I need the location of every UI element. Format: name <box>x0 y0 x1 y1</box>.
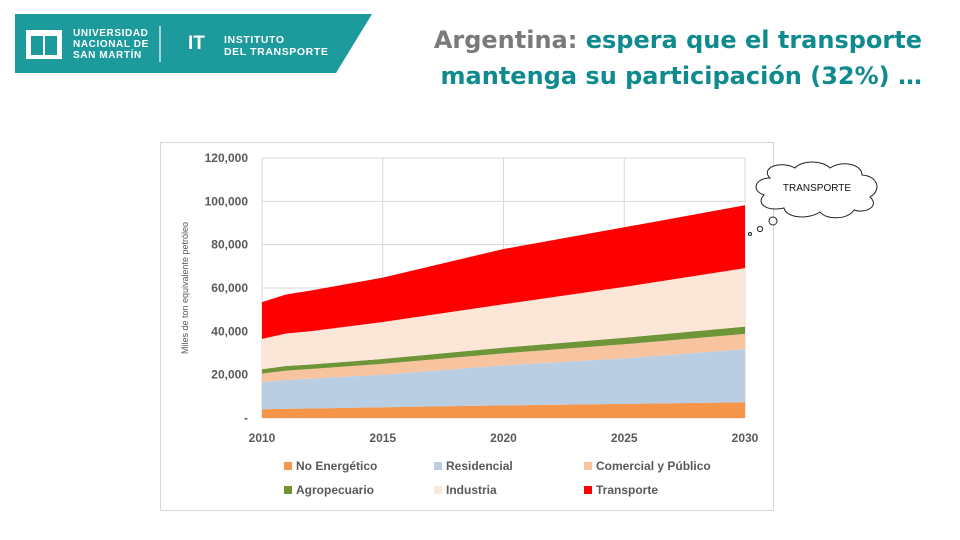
x-tick-label: 2015 <box>369 431 396 445</box>
area-series-transporte <box>262 205 745 339</box>
area-series-no-energetico <box>262 402 745 418</box>
y-tick-label: 80,000 <box>211 238 248 252</box>
legend-label: Agropecuario <box>296 483 374 497</box>
thought-dot-medium <box>756 225 764 233</box>
y-tick-label: 20,000 <box>211 368 248 382</box>
y-tick-label: 60,000 <box>211 281 248 295</box>
area-series-industria <box>262 268 745 370</box>
slide-title-lead: Argentina: <box>433 26 578 54</box>
area-series-agropecuario <box>262 326 745 374</box>
legend-label: Industria <box>446 483 497 497</box>
university-line-2: NACIONAL DE <box>73 39 149 50</box>
y-tick-label: - <box>244 411 248 425</box>
institute-abbrev: IT <box>188 33 205 54</box>
legend-label: Residencial <box>446 459 513 473</box>
institute-line-2: DEL TRANSPORTE <box>224 46 329 58</box>
y-tick-label: 100,000 <box>205 194 249 208</box>
legend-label: No Energético <box>296 459 377 473</box>
university-line-3: SAN MARTÍN <box>73 50 142 61</box>
legend-swatch <box>434 462 442 470</box>
y-axis-label: Miles de ton equivalente petróleo <box>180 222 190 354</box>
institute-name: INSTITUTO DEL TRANSPORTE <box>224 34 328 58</box>
thought-dot-small <box>748 232 752 236</box>
university-book-icon <box>26 30 62 59</box>
thought-cloud <box>755 161 878 219</box>
x-tick-label: 2020 <box>490 431 517 445</box>
callout-label: TRANSPORTE <box>782 183 852 194</box>
legend-swatch <box>284 462 292 470</box>
legend-label: Transporte <box>596 483 658 497</box>
university-name: UNIVERSIDAD NACIONAL DE SAN MARTÍN <box>73 28 149 61</box>
slide-title: Argentina: espera que el transporte mant… <box>402 22 922 94</box>
thought-dot-large <box>768 216 778 226</box>
y-tick-label: 40,000 <box>211 324 248 338</box>
legend-label: Comercial y Público <box>596 459 711 473</box>
area-series-residencial <box>262 349 745 410</box>
legend-swatch <box>584 462 592 470</box>
slide-title-rest: espera que el transporte mantenga su par… <box>440 26 922 90</box>
x-tick-label: 2025 <box>611 431 638 445</box>
area-series-comercial-y-publico <box>262 333 745 383</box>
legend-swatch <box>584 486 592 494</box>
brand-band <box>15 14 372 73</box>
legend-swatch <box>284 486 292 494</box>
x-tick-label: 2030 <box>732 431 759 445</box>
university-line-1: UNIVERSIDAD <box>73 28 149 39</box>
header-banner <box>15 14 372 73</box>
x-tick-label: 2010 <box>249 431 276 445</box>
legend-swatch <box>434 486 442 494</box>
institute-line-1: INSTITUTO <box>224 34 285 46</box>
y-tick-label: 120,000 <box>205 151 249 165</box>
